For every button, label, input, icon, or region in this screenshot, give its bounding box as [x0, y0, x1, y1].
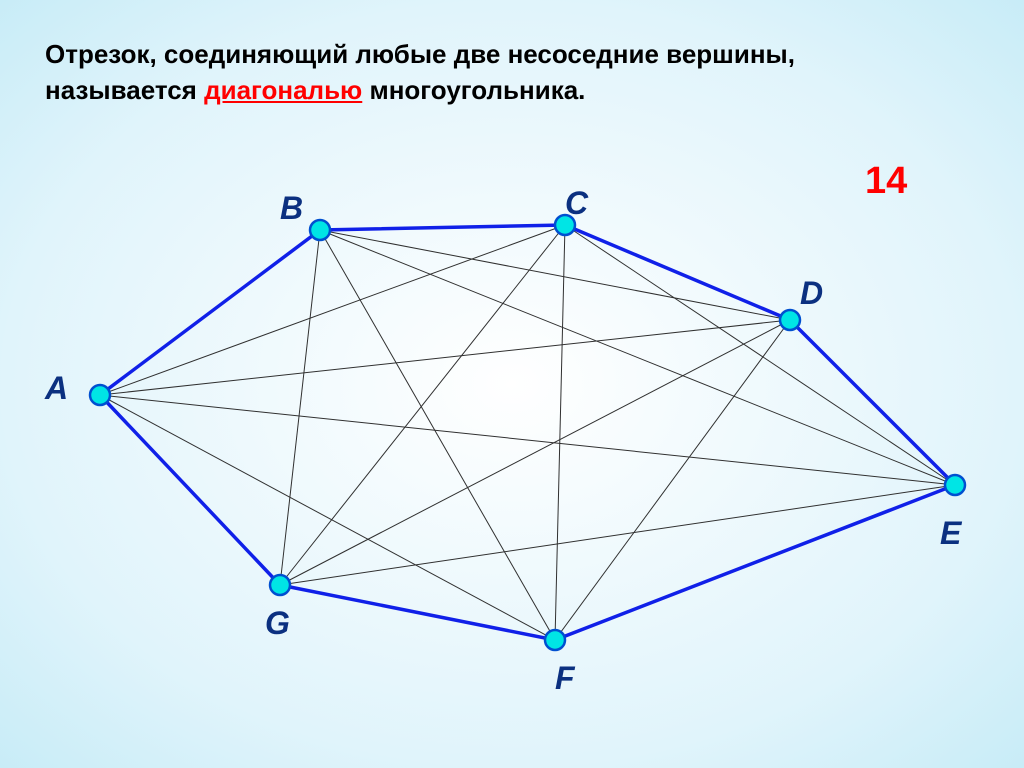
vertex-label-F: F [555, 660, 575, 697]
polygon-edge [565, 225, 790, 320]
diagonal [555, 320, 790, 640]
vertex-E [945, 475, 965, 495]
diagonal [555, 225, 565, 640]
polygon-edge [100, 230, 320, 395]
vertex-label-G: G [265, 605, 290, 642]
vertex-D [780, 310, 800, 330]
diagonal [280, 225, 565, 585]
vertex-F [545, 630, 565, 650]
polygon-edge [320, 225, 565, 230]
vertex-label-D: D [800, 275, 823, 312]
vertex-label-A: A [45, 370, 68, 407]
diagonal [320, 230, 555, 640]
diagonal [565, 225, 955, 485]
polygon-edge [555, 485, 955, 640]
diagonal [100, 395, 955, 485]
diagonal [320, 230, 790, 320]
vertex-label-B: B [280, 190, 303, 227]
vertex-B [310, 220, 330, 240]
diagonal [280, 320, 790, 585]
diagonal [280, 230, 320, 585]
vertex-label-C: C [565, 185, 588, 222]
polygon-edge [790, 320, 955, 485]
polygon-edge [100, 395, 280, 585]
vertex-label-E: E [940, 515, 961, 552]
polygon-diagram [0, 0, 1024, 768]
vertex-G [270, 575, 290, 595]
diagonal [100, 395, 555, 640]
diagonal [320, 230, 955, 485]
polygon-edge [280, 585, 555, 640]
vertex-A [90, 385, 110, 405]
diagonal [280, 485, 955, 585]
